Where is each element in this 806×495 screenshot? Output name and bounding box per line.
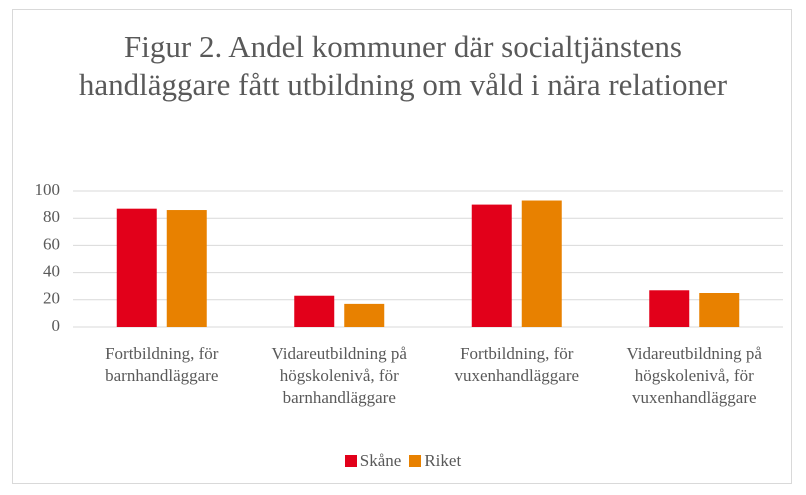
y-tick-label: 80 [43,207,60,226]
legend-label: Skåne [359,451,402,470]
bar [344,303,385,327]
bar [166,210,207,327]
bar [294,295,335,327]
legend: Skåne Riket [0,451,806,472]
legend-swatch [409,455,422,467]
legend-swatch [344,455,357,467]
y-tick-label: 40 [43,262,60,281]
y-tick-label: 20 [43,289,60,308]
bar [116,208,157,327]
chart-frame [12,9,792,484]
y-tick-label: 100 [35,180,61,199]
x-tick-label: Fortbildning, för barnhandläggare [105,344,219,385]
legend-label: Riket [424,451,462,470]
bar [471,204,512,327]
chart-title: Figur 2. Andel kommuner där socialtjänst… [78,29,728,102]
bar [699,293,740,327]
y-tick-label: 60 [43,234,60,253]
y-tick-label: 0 [52,316,61,335]
x-tick-label: Fortbildning, för vuxenhandläggare [454,344,580,385]
x-tick-label: Vidareutbildning på högskolenivå, för vu… [626,344,762,407]
bar [649,290,690,327]
legend-item: Riket [409,451,461,471]
bar [521,200,562,327]
x-tick-label: Vidareutbildning på högskolenivå, för ba… [271,344,407,407]
legend-item: Skåne [344,451,402,471]
